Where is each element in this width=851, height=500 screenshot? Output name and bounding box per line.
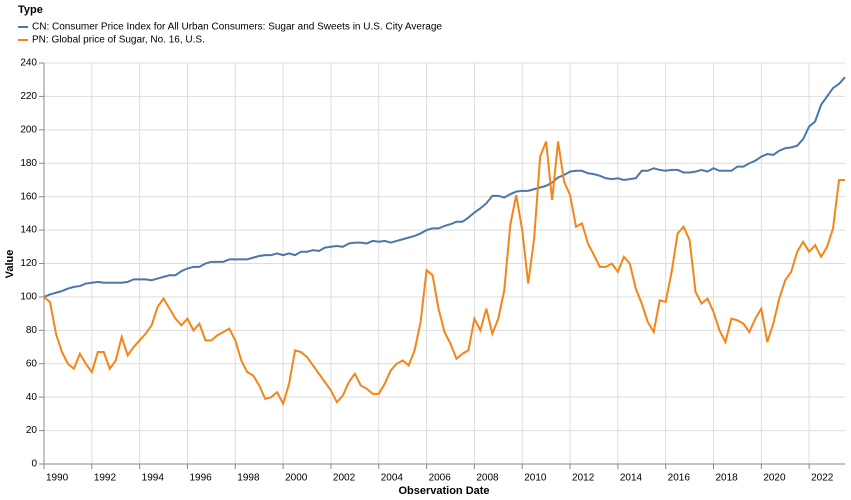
y-axis-title: Value bbox=[4, 250, 16, 279]
y-tick-label: 240 bbox=[20, 58, 37, 69]
y-tick-label: 160 bbox=[20, 191, 37, 202]
x-tick-label: 2010 bbox=[524, 473, 547, 484]
x-tick-label: 2018 bbox=[715, 473, 738, 484]
y-tick-label: 20 bbox=[26, 425, 38, 436]
x-tick-label: 1998 bbox=[237, 473, 260, 484]
legend-label: CN: Consumer Price Index for All Urban C… bbox=[32, 22, 442, 33]
x-tick-label: 2020 bbox=[763, 473, 786, 484]
x-tick-label: 2006 bbox=[429, 473, 452, 484]
y-tick-label: 180 bbox=[20, 158, 37, 169]
x-axis-title: Observation Date bbox=[398, 485, 489, 497]
y-tick-label: 200 bbox=[20, 124, 37, 135]
y-tick-label: 40 bbox=[26, 392, 38, 403]
x-tick-label: 2004 bbox=[381, 473, 404, 484]
x-tick-label: 1990 bbox=[46, 473, 69, 484]
y-tick-label: 0 bbox=[31, 459, 37, 470]
x-tick-label: 1996 bbox=[189, 473, 212, 484]
x-tick-label: 2000 bbox=[285, 473, 308, 484]
y-tick-label: 220 bbox=[20, 91, 37, 102]
x-tick-label: 1992 bbox=[94, 473, 117, 484]
x-tick-label: 2002 bbox=[333, 473, 356, 484]
x-tick-label: 2016 bbox=[668, 473, 691, 484]
y-tick-label: 140 bbox=[20, 225, 37, 236]
x-tick-label: 2012 bbox=[572, 473, 595, 484]
y-tick-label: 100 bbox=[20, 292, 37, 303]
x-tick-label: 1994 bbox=[142, 473, 165, 484]
legend-title: Type bbox=[18, 4, 43, 16]
x-tick-label: 2022 bbox=[811, 473, 834, 484]
y-tick-label: 60 bbox=[26, 358, 38, 369]
y-tick-label: 80 bbox=[26, 325, 38, 336]
legend-label: PN: Global price of Sugar, No. 16, U.S. bbox=[32, 35, 205, 46]
x-tick-label: 2014 bbox=[620, 473, 643, 484]
y-tick-label: 120 bbox=[20, 258, 37, 269]
x-tick-label: 2008 bbox=[476, 473, 499, 484]
series-line bbox=[43, 141, 845, 407]
series-line bbox=[43, 76, 846, 298]
